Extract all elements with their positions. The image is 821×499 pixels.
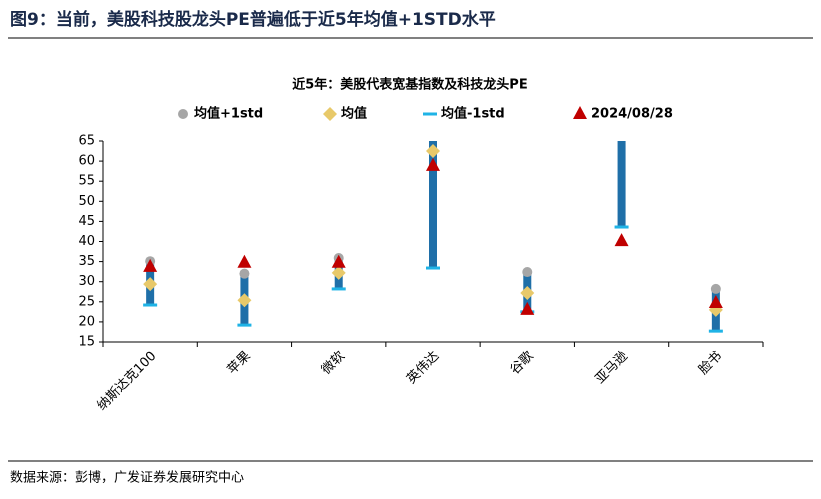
marker-triangle (143, 258, 158, 272)
chart-title: 近5年：美股代表宽基指数及科技龙头PE (292, 77, 527, 93)
y-tick-label: 45 (78, 214, 95, 229)
legend-marker (573, 106, 587, 119)
marker-dash (426, 266, 440, 270)
marker-triangle (708, 295, 723, 309)
y-tick-label: 15 (78, 335, 95, 350)
plot-area (143, 74, 723, 333)
source: 数据来源：彭博，广发证券发展研究中心 (10, 470, 244, 486)
figure-title: 图9：当前，美股科技股龙头PE普遍低于近5年均值+1STD水平 (10, 9, 496, 30)
marker-dash (614, 225, 629, 229)
y-tick-label: 40 (78, 234, 95, 249)
marker-dash (708, 329, 723, 333)
x-tick-label: 脸书 (696, 349, 725, 378)
legend-label: 均值+1std (194, 106, 263, 122)
legend-label: 均值 (341, 106, 367, 122)
marker-diamond (331, 265, 346, 280)
legend-item: 均值+1std (178, 106, 263, 122)
x-tick-label: 亚马逊 (593, 349, 631, 387)
marker-triangle (426, 157, 440, 171)
marker-diamond (237, 293, 252, 308)
x-tick-label: 英伟达 (404, 349, 442, 387)
marker-circle (710, 283, 721, 294)
marker-triangle (520, 301, 535, 315)
marker-triangle (237, 254, 252, 268)
marker-triangle (614, 233, 629, 247)
legend-item: 均值-1std (423, 106, 505, 122)
marker-diamond (143, 277, 158, 292)
marker-circle (239, 268, 250, 279)
marker-diamond (520, 285, 535, 300)
legend-marker (178, 109, 188, 119)
y-tick-label: 55 (78, 174, 95, 189)
marker-circle (522, 267, 533, 278)
x-tick-label: 苹果 (225, 349, 254, 378)
y-tick-label: 35 (78, 254, 95, 269)
y-tick-label: 30 (78, 274, 95, 289)
x-tick-label: 谷歌 (508, 349, 537, 378)
marker-diamond (426, 144, 440, 159)
y-tick-label: 20 (78, 314, 95, 329)
legend-item: 均值 (323, 106, 367, 122)
marker-dash (143, 303, 158, 307)
legend-item: 2024/08/28 (573, 106, 673, 122)
marker-dash (237, 323, 252, 327)
legend-label: 均值-1std (441, 106, 505, 122)
marker-triangle (331, 254, 346, 268)
legend-label: 2024/08/28 (591, 107, 673, 122)
marker-diamond (615, 74, 629, 88)
x-tick-label: 纳斯达克100 (95, 349, 160, 414)
y-tick-label: 60 (78, 154, 95, 169)
range-bar (617, 141, 626, 228)
legend-marker (423, 112, 437, 116)
x-tick-label: 微软 (319, 349, 348, 378)
legend-marker (323, 107, 337, 121)
y-tick-label: 65 (78, 134, 95, 149)
marker-dash (331, 287, 346, 291)
y-tick-label: 50 (78, 194, 95, 209)
range-bar (429, 141, 437, 269)
y-tick-label: 25 (78, 294, 95, 309)
